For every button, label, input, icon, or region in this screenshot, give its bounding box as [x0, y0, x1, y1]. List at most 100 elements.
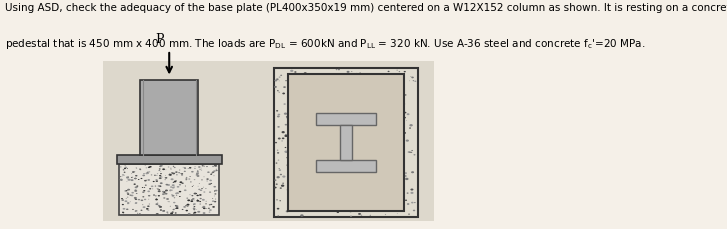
Ellipse shape — [369, 215, 371, 216]
Ellipse shape — [185, 186, 186, 187]
Ellipse shape — [352, 164, 353, 166]
Ellipse shape — [203, 207, 205, 208]
Ellipse shape — [324, 90, 325, 91]
Ellipse shape — [185, 180, 187, 181]
Ellipse shape — [374, 135, 376, 136]
Ellipse shape — [206, 181, 208, 182]
Ellipse shape — [160, 173, 162, 174]
Ellipse shape — [165, 190, 168, 191]
Ellipse shape — [387, 84, 388, 85]
Ellipse shape — [155, 195, 157, 196]
Ellipse shape — [357, 143, 358, 144]
Ellipse shape — [150, 175, 152, 176]
Ellipse shape — [176, 207, 178, 209]
Ellipse shape — [393, 191, 394, 192]
Ellipse shape — [333, 167, 335, 168]
Ellipse shape — [124, 191, 126, 192]
Ellipse shape — [150, 186, 153, 187]
Ellipse shape — [310, 102, 313, 104]
Ellipse shape — [278, 160, 279, 161]
Ellipse shape — [309, 109, 310, 110]
Ellipse shape — [276, 199, 278, 201]
Ellipse shape — [186, 206, 188, 207]
Ellipse shape — [199, 204, 201, 205]
Ellipse shape — [291, 122, 294, 124]
Ellipse shape — [414, 202, 416, 203]
Ellipse shape — [414, 154, 415, 156]
Ellipse shape — [170, 168, 172, 169]
Ellipse shape — [147, 206, 150, 207]
Ellipse shape — [324, 90, 326, 91]
Ellipse shape — [148, 210, 150, 211]
Ellipse shape — [280, 188, 282, 189]
Ellipse shape — [308, 99, 310, 100]
Ellipse shape — [323, 196, 326, 198]
Ellipse shape — [174, 208, 177, 209]
Ellipse shape — [342, 156, 344, 157]
Ellipse shape — [334, 151, 337, 153]
Ellipse shape — [188, 213, 190, 215]
Ellipse shape — [137, 186, 138, 187]
Ellipse shape — [277, 208, 279, 210]
Ellipse shape — [136, 168, 137, 169]
Ellipse shape — [142, 206, 145, 208]
Ellipse shape — [172, 209, 174, 210]
Ellipse shape — [343, 160, 345, 161]
Ellipse shape — [301, 98, 303, 99]
Ellipse shape — [158, 186, 161, 187]
Ellipse shape — [135, 210, 137, 212]
Ellipse shape — [345, 115, 346, 116]
Ellipse shape — [132, 177, 133, 178]
Ellipse shape — [298, 167, 299, 168]
Ellipse shape — [326, 155, 329, 157]
Ellipse shape — [160, 183, 163, 184]
Ellipse shape — [353, 177, 357, 179]
Ellipse shape — [338, 188, 341, 190]
Ellipse shape — [373, 119, 375, 121]
Ellipse shape — [335, 129, 337, 130]
Ellipse shape — [134, 203, 137, 204]
Ellipse shape — [126, 209, 129, 210]
Ellipse shape — [408, 214, 410, 215]
Ellipse shape — [310, 138, 313, 139]
Ellipse shape — [396, 91, 398, 93]
Ellipse shape — [299, 178, 302, 180]
Ellipse shape — [320, 198, 321, 199]
Ellipse shape — [358, 78, 360, 79]
Ellipse shape — [393, 209, 395, 210]
Ellipse shape — [393, 83, 396, 84]
Ellipse shape — [159, 186, 161, 187]
Ellipse shape — [401, 171, 403, 173]
Ellipse shape — [138, 179, 140, 180]
Ellipse shape — [160, 210, 162, 211]
Ellipse shape — [184, 167, 186, 169]
Ellipse shape — [346, 95, 348, 96]
Ellipse shape — [330, 92, 332, 93]
Ellipse shape — [357, 151, 359, 152]
Ellipse shape — [316, 76, 318, 77]
Ellipse shape — [285, 124, 287, 126]
Ellipse shape — [285, 135, 287, 136]
Ellipse shape — [289, 98, 292, 100]
Ellipse shape — [401, 163, 402, 164]
Ellipse shape — [291, 151, 294, 154]
Ellipse shape — [335, 171, 338, 173]
Ellipse shape — [155, 186, 156, 187]
Ellipse shape — [311, 152, 313, 154]
Ellipse shape — [362, 171, 364, 172]
Ellipse shape — [124, 175, 125, 176]
Ellipse shape — [155, 199, 158, 200]
Ellipse shape — [399, 147, 402, 148]
Ellipse shape — [122, 212, 124, 213]
Ellipse shape — [153, 195, 155, 196]
Ellipse shape — [196, 200, 199, 202]
Ellipse shape — [324, 85, 326, 86]
Ellipse shape — [302, 79, 306, 81]
Ellipse shape — [356, 185, 358, 186]
Ellipse shape — [388, 146, 390, 147]
Ellipse shape — [158, 191, 161, 192]
Ellipse shape — [185, 210, 188, 211]
Ellipse shape — [134, 199, 137, 200]
Ellipse shape — [204, 166, 205, 167]
Ellipse shape — [214, 165, 217, 167]
